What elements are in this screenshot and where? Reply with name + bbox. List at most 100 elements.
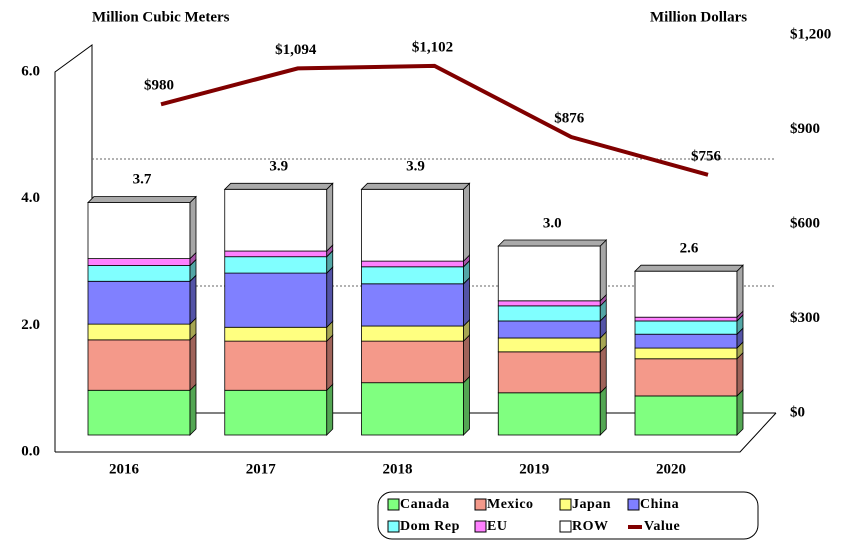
bar-side-shade (190, 252, 196, 266)
legend-label: China (640, 497, 679, 512)
y-tick-label: 6.0 (21, 63, 40, 79)
bar-segment (634, 358, 738, 397)
bar-segment (634, 395, 738, 436)
bar-side-shade (190, 318, 196, 340)
bar-segment (361, 266, 464, 285)
bar-side-shade (463, 335, 470, 383)
bar-side-shade (326, 250, 333, 274)
bar-side-shade (326, 245, 333, 257)
legend-swatch (627, 498, 640, 511)
y2-tick-label: $300 (790, 310, 820, 326)
value-line (160, 63, 709, 177)
bar-segment (361, 260, 464, 268)
bar-segment (224, 326, 328, 342)
bar-side-shade (600, 314, 607, 338)
y-tick-label: 2.0 (21, 317, 40, 333)
bar-segment (634, 270, 738, 318)
value-label: $1,102 (412, 39, 453, 55)
value-label: $980 (144, 78, 174, 94)
x-tick-label: 2018 (383, 461, 413, 477)
x-tick-label: 2019 (519, 461, 549, 477)
legend-swatch (559, 498, 572, 511)
legend-label: Value (644, 519, 680, 534)
bar-segment (497, 337, 601, 353)
bar-segment (87, 258, 191, 266)
total-label: 3.7 (133, 171, 152, 187)
bar-segment (634, 320, 738, 335)
x-tick-label: 2020 (656, 461, 686, 477)
bar-segment (224, 188, 328, 252)
bar-side-shade (326, 384, 333, 435)
total-label: 3.9 (269, 159, 288, 175)
bar-side-shade (737, 342, 743, 359)
bar-side-shade (463, 320, 470, 342)
y2-tick-label: $1,200 (790, 26, 831, 42)
bar-segment (497, 305, 601, 322)
bar-top (223, 182, 334, 190)
value-label: $876 (554, 110, 585, 126)
bar-side-shade (326, 335, 333, 391)
bar-side-shade (190, 275, 196, 325)
bar-side-shade (190, 384, 196, 435)
bar-segment (87, 202, 191, 259)
bar-segment (361, 340, 464, 384)
bar-segment (361, 283, 464, 327)
bar-segment (497, 320, 601, 339)
total-label: 3.9 (406, 159, 425, 175)
bar-segment (497, 245, 601, 302)
bar-segment (634, 347, 738, 360)
value-label: $1,094 (275, 42, 317, 58)
bar-side-shade (463, 255, 470, 267)
legend-swatch (387, 520, 400, 533)
bar-segment (497, 351, 601, 394)
bar-side-shade (737, 311, 743, 321)
bar-segment (224, 272, 328, 328)
total-label: 3.0 (543, 215, 562, 231)
bar-segment (87, 265, 191, 282)
y-tick-label: 0.0 (21, 443, 40, 459)
bar-side-shade (463, 277, 470, 327)
legend-label: Mexico (487, 497, 534, 512)
bar-side-shade (190, 259, 196, 282)
bar-side-shade (600, 294, 607, 306)
bar-side-shade (326, 183, 333, 252)
bar-side-shade (463, 376, 470, 435)
value-label: $756 (691, 148, 722, 164)
x-tick-label: 2016 (109, 461, 140, 477)
bar-segment (361, 382, 464, 436)
bar-segment (224, 256, 328, 274)
bar-side-shade (600, 386, 607, 435)
legend-swatch (474, 520, 487, 533)
bar-side-shade (737, 352, 743, 396)
bar-side-shade (737, 265, 743, 318)
bar-side-shade (463, 260, 470, 284)
bar-top (497, 239, 608, 247)
bar-top (360, 182, 471, 190)
bar-side-shade (737, 389, 743, 435)
total-label: 2.6 (680, 241, 699, 257)
floor-edge (55, 412, 777, 453)
bar-segment (224, 340, 328, 391)
y-tick-label: 4.0 (21, 190, 40, 206)
bar-segment (87, 323, 191, 341)
legend-label: Japan (572, 497, 611, 512)
bar-segment (497, 392, 601, 436)
bar-side-shade (190, 333, 196, 391)
legend-swatch (559, 520, 572, 533)
bar-segment (361, 325, 464, 342)
legend-swatch (474, 498, 487, 511)
y2-tick-label: $900 (790, 121, 820, 137)
bar-segment (497, 300, 601, 307)
bar-segment (634, 316, 738, 322)
bar-side-shade (190, 196, 196, 259)
y2-tick-label: $0 (790, 404, 805, 420)
y-axis-title: Million Cubic Meters (92, 9, 230, 25)
bar-segment (224, 389, 328, 436)
bar-side-shade (600, 240, 607, 301)
y2-axis-title: Million Dollars (650, 9, 747, 25)
legend-box (377, 491, 759, 540)
bar-top (634, 264, 744, 272)
bar-segment (634, 333, 738, 349)
bar-segment (87, 339, 191, 391)
